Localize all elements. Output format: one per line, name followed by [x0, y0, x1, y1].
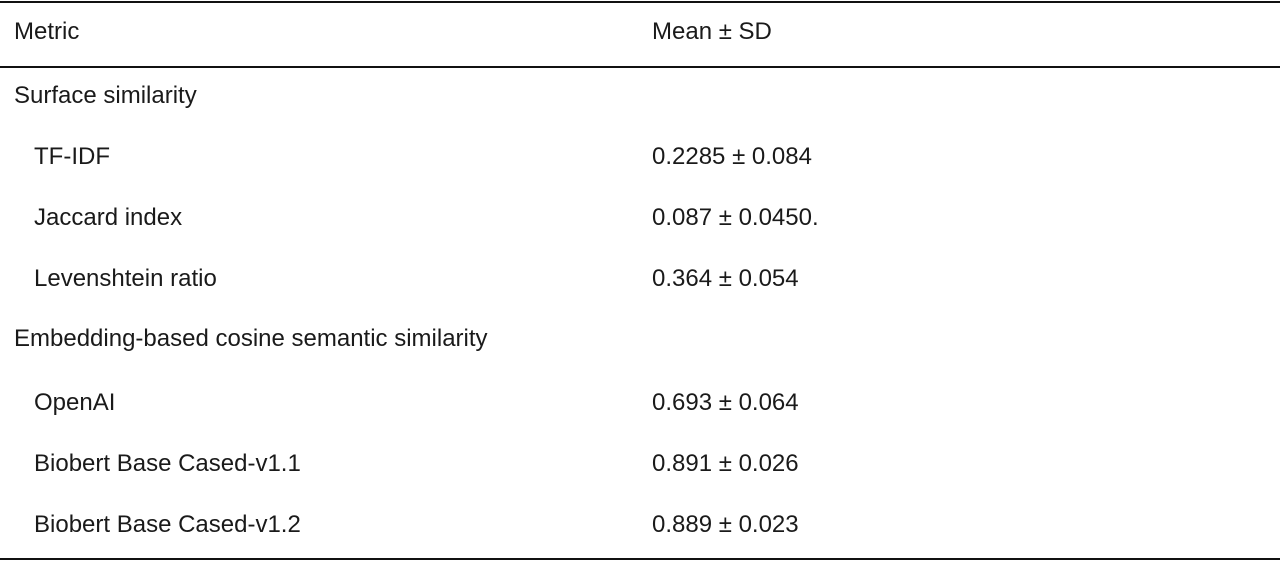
row-value-tf-idf: 0.2285 ± 0.084 — [652, 143, 812, 170]
row-label-openai: OpenAI — [34, 389, 116, 416]
row-value-jaccard-index: 0.087 ± 0.0450. — [652, 204, 819, 231]
table-top-rule — [0, 1, 1280, 3]
row-label-biobert-v1-2: Biobert Base Cased-v1.2 — [34, 511, 301, 538]
row-value-levenshtein-ratio: 0.364 ± 0.054 — [652, 265, 799, 292]
section-label-surface-similarity: Surface similarity — [14, 82, 197, 109]
row-value-biobert-v1-1: 0.891 ± 0.026 — [652, 450, 799, 477]
row-label-levenshtein-ratio: Levenshtein ratio — [34, 265, 217, 292]
row-label-jaccard-index: Jaccard index — [34, 204, 183, 231]
row-value-biobert-v1-2: 0.889 ± 0.023 — [652, 511, 799, 538]
row-label-tf-idf: TF-IDF — [34, 143, 110, 170]
section-label-embedding-similarity: Embedding-based cosine semantic similari… — [14, 325, 488, 352]
table-bottom-rule — [0, 558, 1280, 560]
row-value-openai: 0.693 ± 0.064 — [652, 389, 799, 416]
header-metric: Metric — [14, 18, 80, 45]
table-header-rule — [0, 66, 1280, 68]
row-label-biobert-v1-1: Biobert Base Cased-v1.1 — [34, 450, 301, 477]
header-mean-sd: Mean ± SD — [652, 18, 772, 45]
